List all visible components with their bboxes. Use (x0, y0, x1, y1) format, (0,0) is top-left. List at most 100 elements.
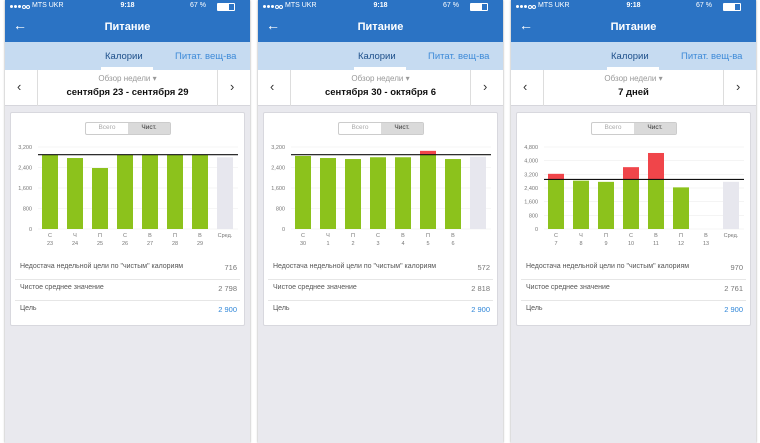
x-tick-label: 10 (628, 241, 634, 247)
x-tick-label: С (301, 233, 305, 239)
toggle-net[interactable]: Чист. (394, 124, 410, 131)
tab-calories[interactable]: Калории (358, 51, 396, 62)
row-divider (15, 300, 240, 301)
row-value: 970 (730, 263, 743, 272)
row-label: Недостача недельной цели по "чистым" кал… (20, 263, 184, 270)
x-tick-label: 25 (97, 241, 103, 247)
tab-nutrients[interactable]: Питат. вещ-ва (428, 51, 490, 62)
row-label: Цель (526, 305, 543, 312)
x-tick-label: П (173, 233, 177, 239)
toggle-active (381, 123, 423, 134)
x-tick-label: Сред. (724, 233, 739, 239)
next-week: › (230, 79, 235, 94)
row-divider (268, 279, 493, 280)
y-tick-label: 1,600 (271, 186, 285, 192)
x-tick-label: П (604, 233, 608, 239)
header-title: Питание (104, 21, 151, 33)
tab-underline (101, 67, 153, 70)
bar-excess (548, 173, 564, 180)
toggle-total[interactable]: Всего (351, 124, 369, 131)
bar (42, 154, 58, 229)
row-label: Недостача недельной цели по "чистым" кал… (526, 263, 690, 270)
tab-bar (5, 42, 250, 70)
row-label: Чистое среднее значение (273, 284, 357, 291)
average-bar (470, 156, 486, 229)
row-value: 2 761 (724, 284, 743, 293)
week-dropdown[interactable]: Обзор недели ▾ (98, 74, 157, 83)
x-tick-label: В (148, 233, 152, 239)
y-tick-label: 3,200 (271, 145, 285, 151)
bar (320, 158, 336, 229)
x-tick-label: 13 (703, 241, 709, 247)
prev-week: ‹ (523, 79, 528, 94)
x-tick-label: Сред. (218, 233, 233, 239)
signal-dot (26, 5, 30, 9)
x-tick-label: 2 (351, 241, 354, 247)
signal-dot (528, 5, 532, 9)
date-range: сентября 30 - октября 6 (324, 87, 436, 98)
x-tick-label: П (426, 233, 430, 239)
y-tick-label: 4,000 (524, 159, 538, 165)
x-tick-label: В (198, 233, 202, 239)
toggle-total[interactable]: Всего (604, 124, 622, 131)
toggle-net[interactable]: Чист. (141, 124, 157, 131)
x-tick-label: 8 (579, 241, 582, 247)
row-value: 2 900 (724, 305, 743, 314)
x-tick-label: 27 (147, 241, 153, 247)
nav-divider (217, 70, 218, 106)
bar-excess (648, 152, 664, 180)
signal-dot (520, 5, 523, 8)
tab-nutrients[interactable]: Питат. вещ-ва (681, 51, 743, 62)
x-tick-label: С (48, 233, 52, 239)
average-bar (217, 157, 233, 229)
week-dropdown[interactable]: Обзор недели ▾ (604, 74, 663, 83)
app-bar (258, 0, 503, 42)
calorie-chart: 0 800 1,600 2,400 3,200 4,000 4,800 С 7 Ч 8 П 9 С 10 В 1… (524, 145, 744, 247)
dropdown-label: Обзор недели (98, 74, 151, 83)
nav-divider (723, 70, 724, 106)
x-tick-label: С (123, 233, 127, 239)
date-nav (511, 70, 756, 106)
y-tick-label: 2,400 (18, 166, 32, 172)
x-tick-label: В (401, 233, 405, 239)
app-bar (511, 0, 756, 42)
x-tick-label: 5 (426, 241, 429, 247)
battery-level: 67 % (190, 2, 206, 9)
y-tick-label: 1,600 (524, 200, 538, 206)
toggle-net[interactable]: Чист. (647, 124, 663, 131)
bar (92, 168, 108, 229)
toggle-total[interactable]: Всего (98, 124, 116, 131)
x-tick-label: 1 (326, 241, 329, 247)
x-tick-label: 6 (451, 241, 454, 247)
signal-dot (279, 5, 283, 9)
tab-calories[interactable]: Калории (611, 51, 649, 62)
bar (167, 154, 183, 229)
row-value: 2 900 (471, 305, 490, 314)
dropdown-label: Обзор недели (604, 74, 657, 83)
tab-nutrients[interactable]: Питат. вещ-ва (175, 51, 237, 62)
x-tick-label: 28 (172, 241, 178, 247)
y-tick-label: 800 (276, 207, 285, 213)
bar (648, 179, 664, 229)
tab-bar (511, 42, 756, 70)
row-value: 2 818 (471, 284, 490, 293)
x-tick-label: 9 (604, 241, 607, 247)
battery-fill (218, 4, 229, 10)
signal-dot (263, 5, 266, 8)
back-arrow: ← (519, 17, 533, 33)
week-dropdown[interactable]: Обзор недели ▾ (351, 74, 410, 83)
bar (573, 180, 589, 229)
back-arrow: ← (13, 17, 27, 33)
y-tick-label: 0 (535, 227, 538, 233)
bar (117, 154, 133, 229)
bar (673, 187, 689, 229)
average-bar (723, 181, 739, 229)
signal-dot (532, 5, 536, 9)
x-tick-label: 3 (376, 241, 379, 247)
x-tick-label: 30 (300, 241, 306, 247)
y-tick-label: 3,200 (18, 145, 32, 151)
row-divider (521, 300, 746, 301)
row-label: Чистое среднее значение (20, 284, 104, 291)
signal-dot (271, 5, 274, 8)
tab-calories[interactable]: Калории (105, 51, 143, 62)
